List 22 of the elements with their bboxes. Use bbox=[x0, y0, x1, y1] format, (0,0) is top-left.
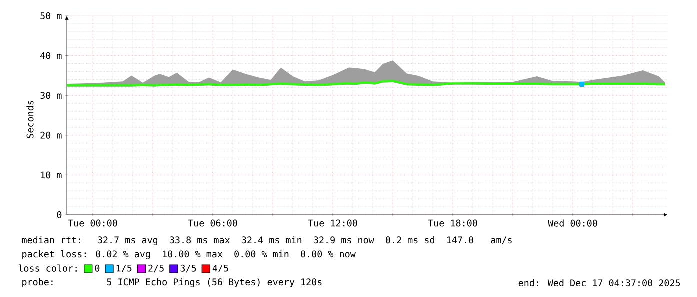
y-tick-label: 0 bbox=[57, 212, 62, 218]
x-tick-label: Wed 00:00 bbox=[548, 220, 598, 227]
legend-label: 4/5 bbox=[212, 264, 228, 273]
x-tick-label: Tue 06:00 bbox=[188, 220, 238, 227]
y-tick-label: 30 m bbox=[40, 92, 62, 100]
legend-label: 1/5 bbox=[116, 264, 132, 273]
legend-label: 0 bbox=[95, 264, 100, 272]
legend-title: loss color: bbox=[18, 264, 77, 272]
x-tick-label: Tue 00:00 bbox=[68, 220, 118, 227]
text: end: Wed Dec 17 04:37:00 2025 bbox=[518, 279, 680, 287]
text: median rtt: 32.7 ms avg 33.8 ms max 32.4 ms min 32.9 ms now 0.2 ms sd 147.0 am/s bbox=[22, 236, 512, 246]
y-tick-label: 20 m bbox=[40, 132, 62, 139]
text: packet loss: 0.02 % avg 10.00 % max 0.00 % min 0.00 % now bbox=[22, 250, 356, 260]
text: probe: 5 ICMP Echo Pings (56 Bytes) every 120s bbox=[22, 278, 322, 288]
legend-label: 2/5 bbox=[148, 264, 164, 273]
y-tick-label: 10 m bbox=[41, 172, 62, 179]
x-tick-label: Tue 18:00 bbox=[428, 220, 478, 227]
y-axis-title: Seconds bbox=[26, 101, 34, 138]
x-tick-label: Tue 12:00 bbox=[308, 220, 358, 227]
y-tick-label: 40 m bbox=[40, 52, 62, 60]
legend-label: 3/5 bbox=[180, 264, 196, 273]
y-tick-label: 50 m bbox=[40, 12, 62, 20]
